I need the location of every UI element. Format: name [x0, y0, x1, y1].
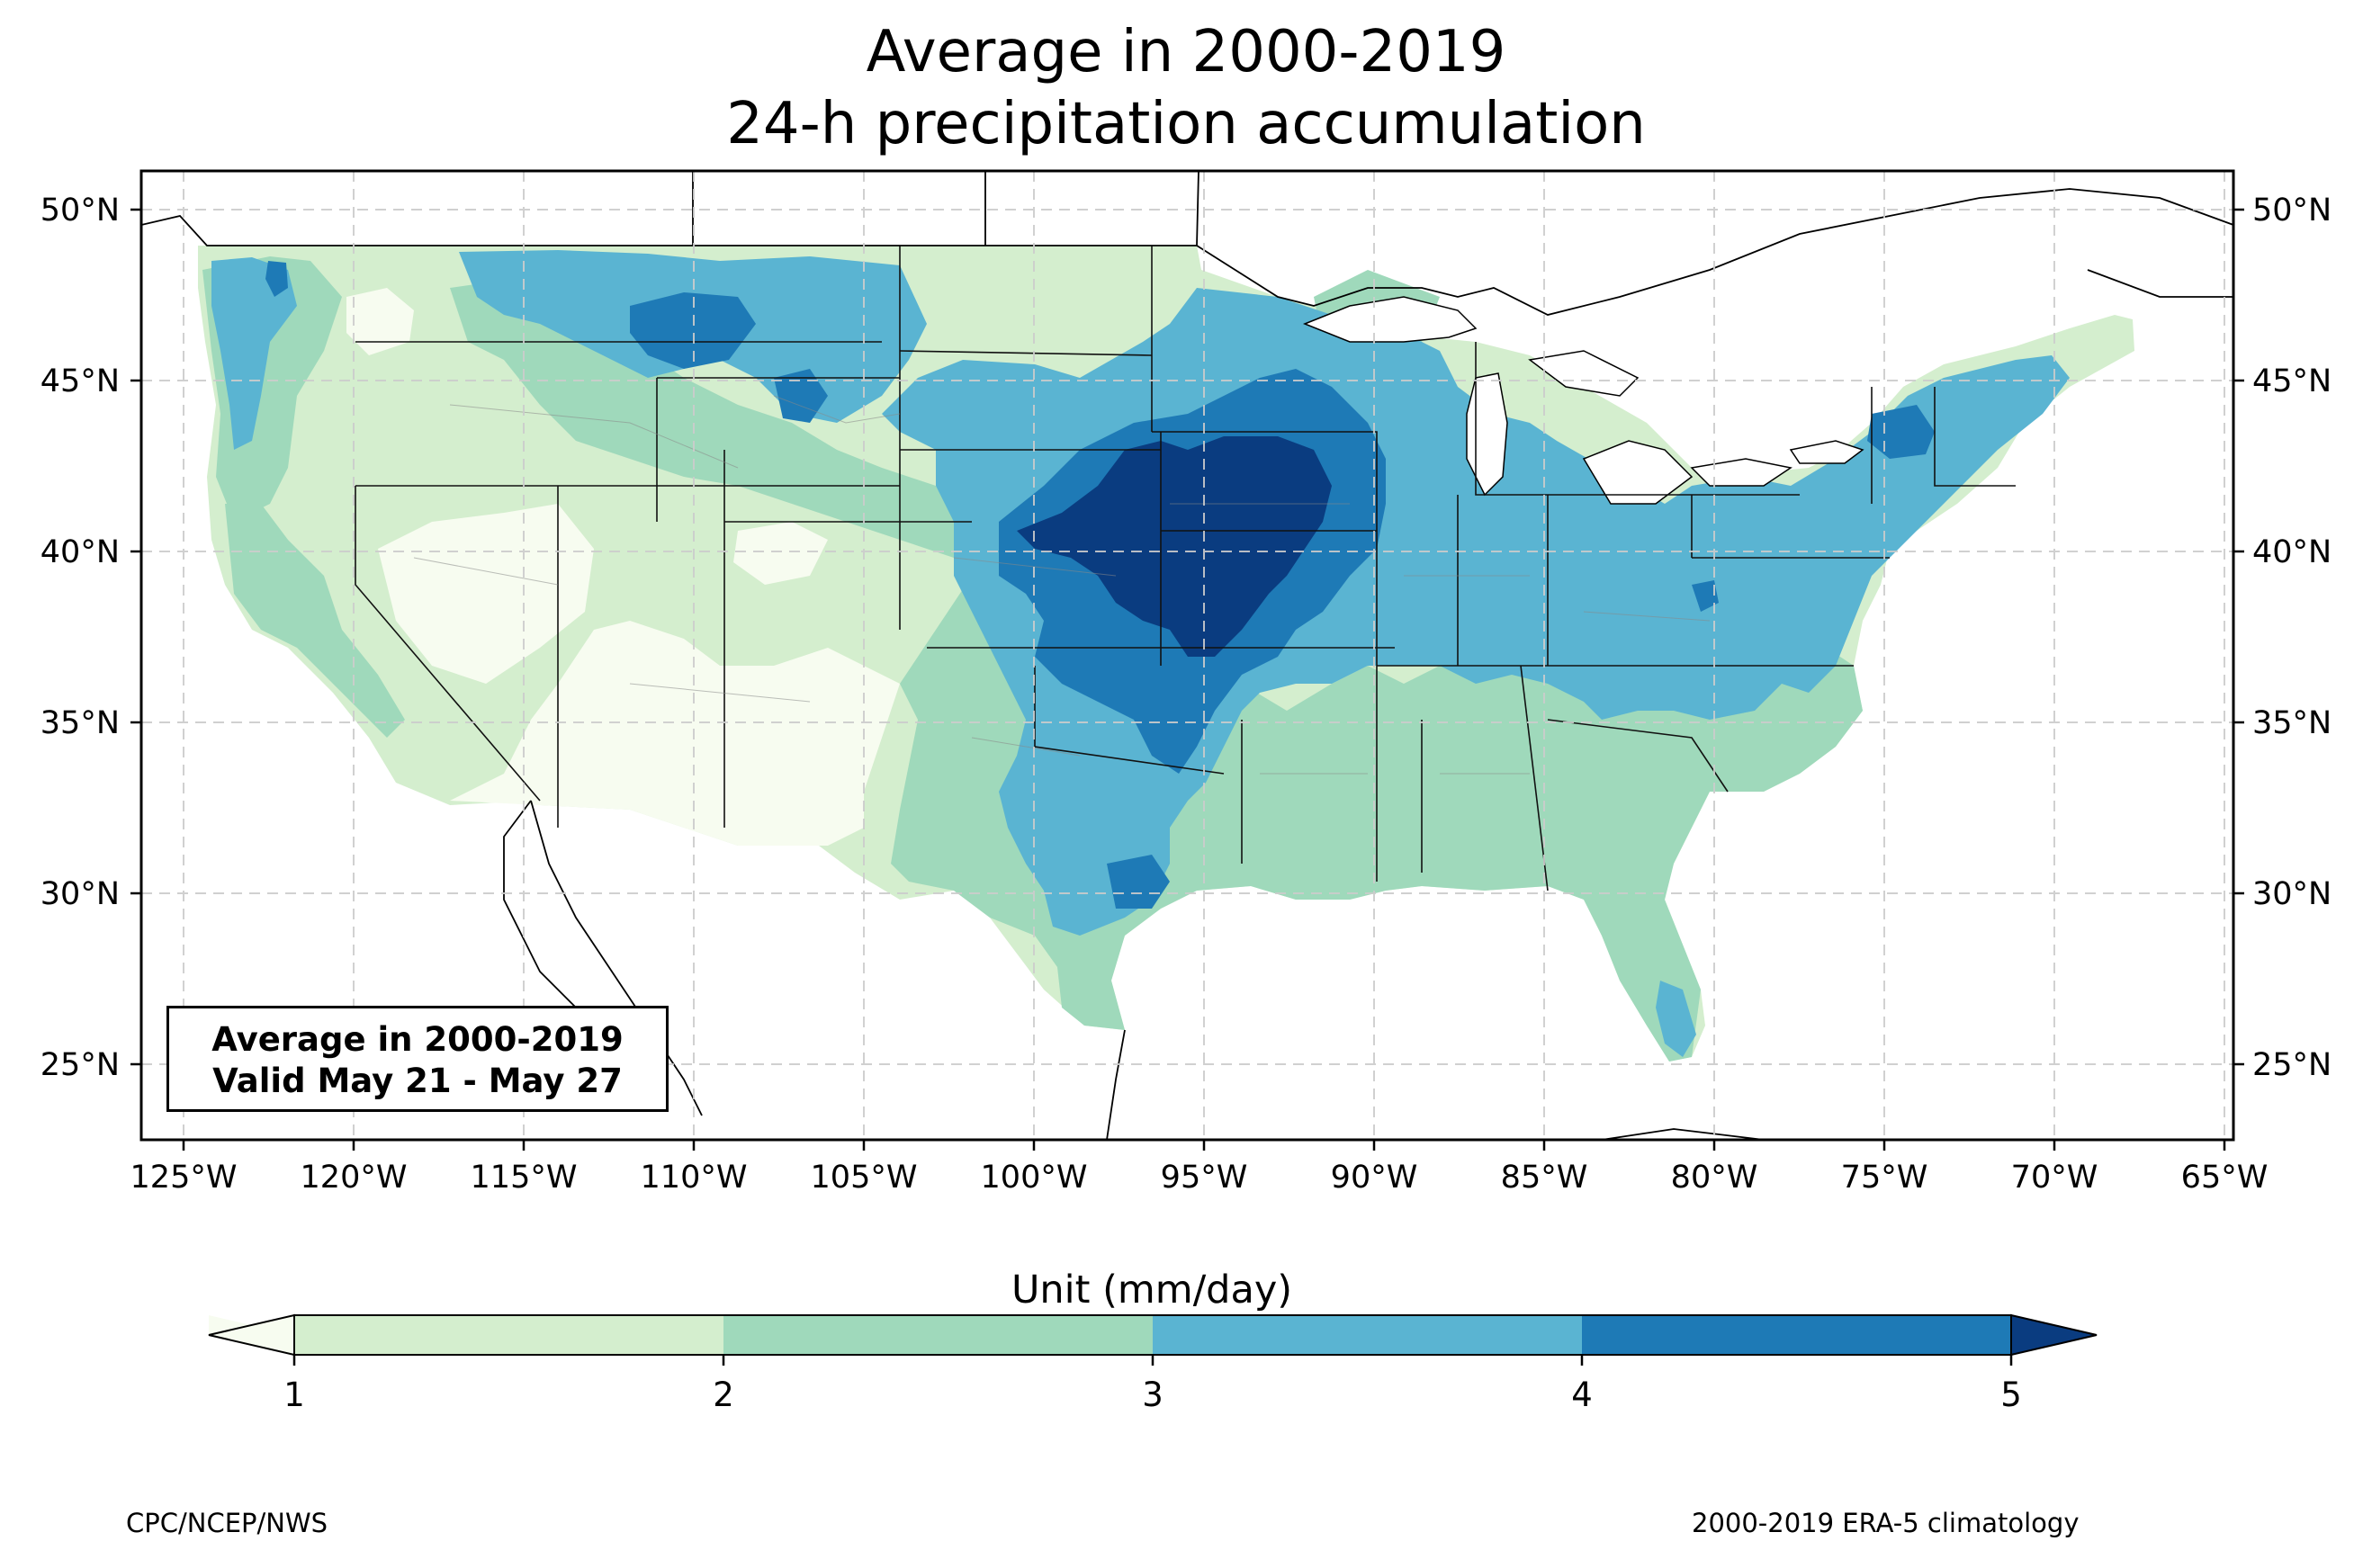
inset-line2: Valid May 21 - May 27 — [212, 1062, 623, 1100]
region-wa-coast — [211, 257, 297, 450]
map-area — [141, 171, 2233, 1140]
colorbar-title: Unit (mm/day) — [1011, 1268, 1292, 1313]
region-dakota-spot — [774, 369, 828, 423]
colorbar-bin-3-4 — [1153, 1315, 1582, 1355]
lat-tick-label: 30°N — [2252, 876, 2332, 912]
colorbar-tick-label: 2 — [713, 1375, 734, 1414]
lat-tick-label: 40°N — [40, 534, 120, 570]
lon-tick-labels: 125°W 120°W 115°W 110°W 105°W 100°W 95°W… — [130, 1160, 2269, 1196]
colorbar-bin-4-5 — [1582, 1315, 2011, 1355]
state-borders — [355, 246, 2016, 892]
map-title-line2: 24-h precipitation accumulation — [726, 91, 1646, 157]
lat-tick-label: 45°N — [40, 363, 120, 399]
region-texas-core — [1107, 855, 1170, 909]
region-idaho-dry — [346, 288, 414, 355]
lon-tick-label: 85°W — [1501, 1160, 1588, 1196]
lat-tick-label: 30°N — [40, 876, 120, 912]
region-nw-washington — [265, 261, 288, 297]
lon-tick-label: 100°W — [981, 1160, 1088, 1196]
lat-tick-label: 25°N — [40, 1047, 120, 1083]
lon-tick-label: 75°W — [1841, 1160, 1928, 1196]
region-florida-south — [1656, 981, 1696, 1057]
footer-dataset: 2000-2019 ERA-5 climatology — [1692, 1508, 2080, 1538]
region-colorado-dry — [733, 522, 828, 585]
region-great-basin-dry — [378, 504, 594, 684]
region-montana-core — [630, 292, 756, 369]
region-southwest-dry — [450, 621, 900, 846]
lon-tick-label: 65°W — [2181, 1160, 2269, 1196]
lon-tick-label: 70°W — [2011, 1160, 2098, 1196]
great-lakes — [1302, 296, 1864, 505]
lon-tick-label: 120°W — [301, 1160, 408, 1196]
map-inset-label: Average in 2000-2019 Valid May 21 - May … — [166, 1006, 669, 1112]
lon-tick-label: 95°W — [1161, 1160, 1248, 1196]
colorbar-tick-label: 4 — [1571, 1375, 1593, 1414]
lat-tick-label: 40°N — [2252, 534, 2332, 570]
colorbar-tick-label: 1 — [283, 1375, 305, 1414]
region-central-max — [1017, 436, 1332, 657]
lat-tick-label: 35°N — [2252, 705, 2332, 741]
lat-tick-labels-right: 50°N 45°N 40°N 35°N 30°N 25°N — [2252, 193, 2332, 1083]
lon-tick-label: 105°W — [811, 1160, 918, 1196]
coastlines — [141, 171, 2233, 1140]
lat-tick-label: 45°N — [2252, 363, 2332, 399]
colorbar-bin-1-2 — [294, 1315, 723, 1355]
lon-tick-label: 90°W — [1331, 1160, 1418, 1196]
colorbar-ticks — [292, 1355, 2013, 1366]
lat-tick-label: 35°N — [40, 705, 120, 741]
colorbar-tick-label: 3 — [1142, 1375, 1164, 1414]
lat-tick-label: 25°N — [2252, 1047, 2332, 1083]
lat-tick-label: 50°N — [2252, 193, 2332, 228]
lon-tick-label: 80°W — [1671, 1160, 1758, 1196]
lon-tick-label: 115°W — [471, 1160, 578, 1196]
lat-tick-labels-left: 50°N 45°N 40°N 35°N 30°N 25°N — [40, 193, 120, 1083]
lon-tick-label: 110°W — [641, 1160, 748, 1196]
colorbar-bin-2-3 — [723, 1315, 1153, 1355]
map-title-line1: Average in 2000-2019 — [866, 19, 1506, 85]
lon-tick-label: 125°W — [130, 1160, 238, 1196]
lat-tick-label: 50°N — [40, 193, 120, 228]
region-va-spot — [1692, 580, 1719, 612]
footer-source: CPC/NCEP/NWS — [126, 1508, 328, 1538]
map-frame — [139, 169, 2235, 1142]
region-california-coast — [225, 504, 405, 738]
colorbar-tick-label: 5 — [2000, 1375, 2022, 1414]
colorbar: Unit (mm/day) 1 2 3 4 5 — [208, 1268, 2098, 1414]
tick-marks — [130, 208, 2244, 1151]
inset-line1: Average in 2000-2019 — [211, 1020, 624, 1059]
colorbar-extend-high — [2010, 1313, 2098, 1357]
